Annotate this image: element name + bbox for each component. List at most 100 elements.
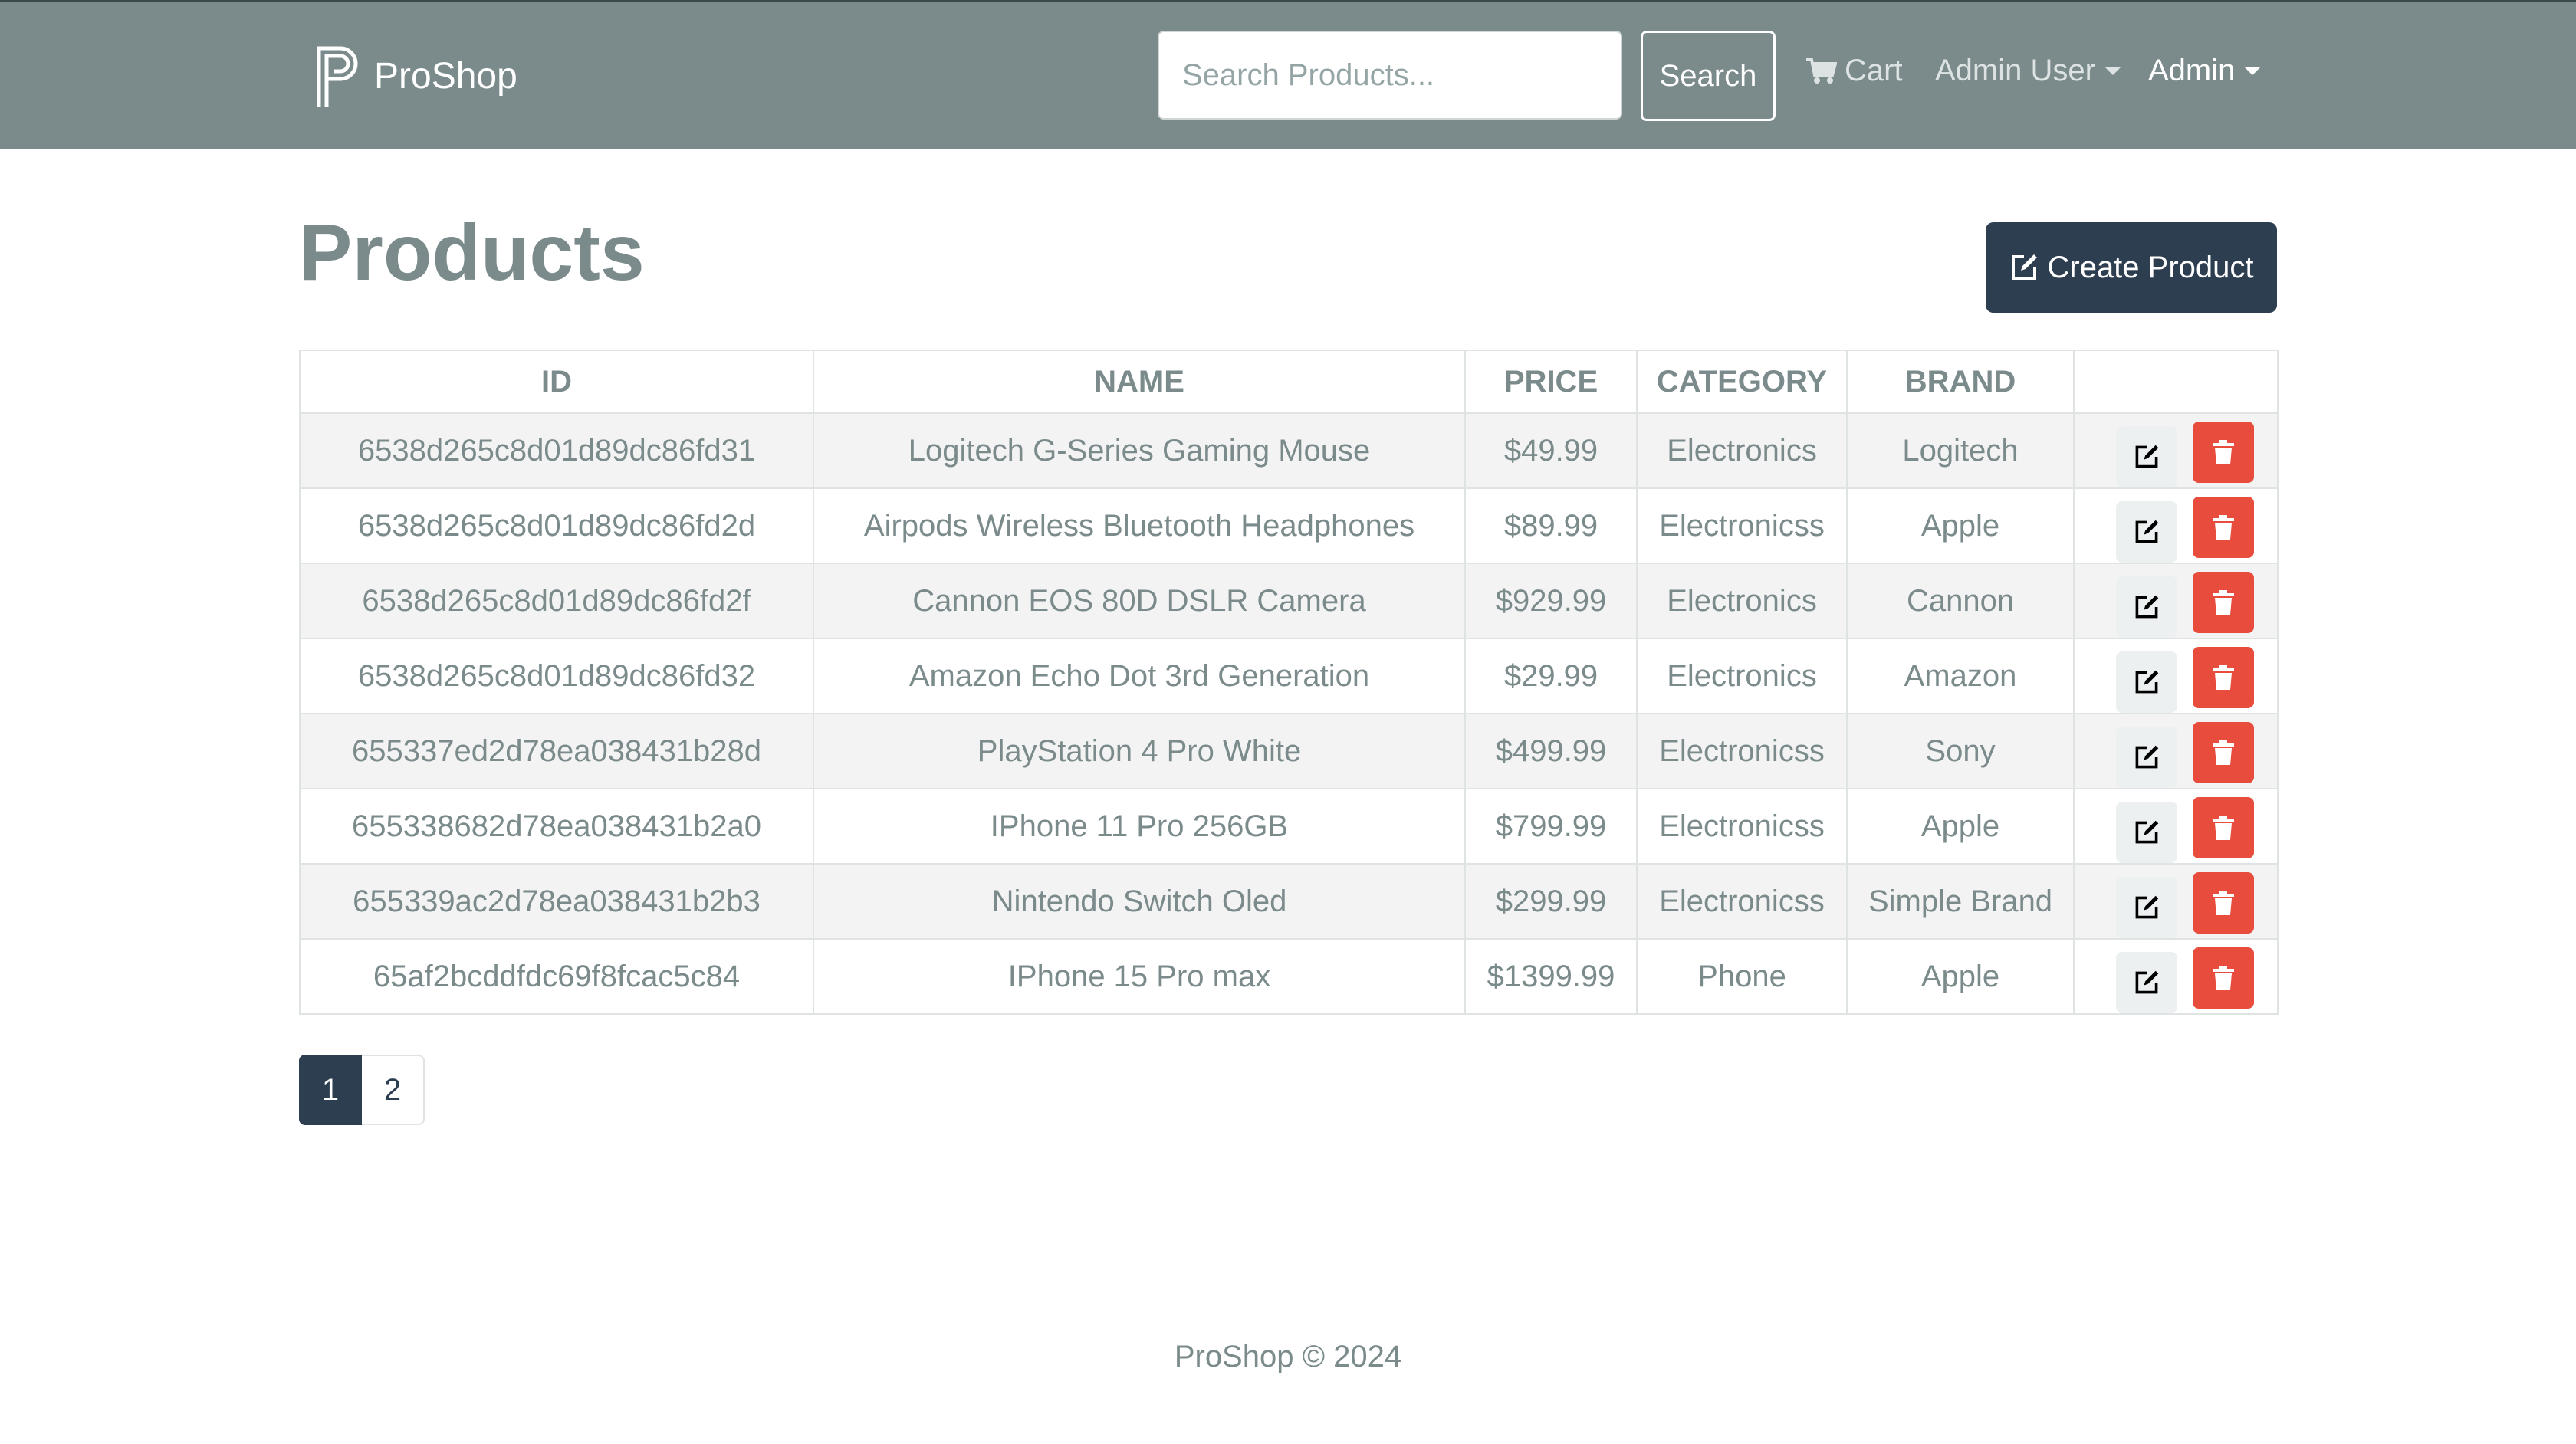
page-link-2[interactable]: 2: [362, 1055, 425, 1125]
search-button[interactable]: Search: [1641, 31, 1776, 121]
table-row: 6538d265c8d01d89dc86fd31 Logitech G-Seri…: [299, 412, 2279, 489]
edit-icon: [2135, 445, 2159, 468]
delete-product-button[interactable]: [2193, 422, 2254, 483]
cell-actions: [2073, 863, 2279, 940]
cell-brand: Apple: [1846, 487, 2075, 564]
brand-name: ProShop: [374, 55, 518, 97]
edit-icon: [2135, 745, 2159, 769]
edit-product-button[interactable]: [2116, 651, 2177, 712]
cell-price: $1399.99: [1464, 938, 1638, 1015]
column-header-brand: BRAND: [1846, 350, 2075, 414]
cell-name: Nintendo Switch Oled: [813, 863, 1466, 940]
cell-brand: Amazon: [1846, 638, 2075, 714]
cell-id: 6538d265c8d01d89dc86fd32: [299, 638, 814, 714]
delete-product-button[interactable]: [2193, 797, 2254, 858]
brand-link[interactable]: ProShop: [314, 41, 518, 110]
edit-product-button[interactable]: [2116, 426, 2177, 487]
column-header-category: CATEGORY: [1636, 350, 1848, 414]
cell-actions: [2073, 487, 2279, 564]
cell-id: 6538d265c8d01d89dc86fd31: [299, 412, 814, 489]
edit-icon: [2135, 895, 2159, 919]
cart-icon: [1806, 58, 1837, 84]
cell-id: 655338682d78ea038431b2a0: [299, 788, 814, 865]
cell-price: $799.99: [1464, 788, 1638, 865]
edit-product-button[interactable]: [2116, 952, 2177, 1012]
navbar: ProShop Search Cart Admin User Admin: [0, 0, 2576, 149]
cell-brand: Sony: [1846, 713, 2075, 789]
user-menu-label: Admin User: [1935, 54, 2095, 87]
delete-product-button[interactable]: [2193, 722, 2254, 783]
page-link-1[interactable]: 1: [299, 1055, 362, 1125]
cell-price: $499.99: [1464, 713, 1638, 789]
column-header-id: ID: [299, 350, 814, 414]
edit-product-button[interactable]: [2116, 802, 2177, 862]
page-title: Products: [299, 208, 645, 297]
trash-icon: [2213, 515, 2234, 540]
cell-price: $299.99: [1464, 863, 1638, 940]
cart-link[interactable]: Cart: [1806, 46, 1903, 95]
cell-id: 6538d265c8d01d89dc86fd2f: [299, 563, 814, 639]
table-row: 655337ed2d78ea038431b28d PlayStation 4 P…: [299, 713, 2279, 789]
trash-icon: [2213, 440, 2234, 464]
delete-product-button[interactable]: [2193, 947, 2254, 1009]
admin-menu-label: Admin: [2148, 54, 2236, 87]
table-row: 6538d265c8d01d89dc86fd2d Airpods Wireles…: [299, 487, 2279, 564]
cell-actions: [2073, 788, 2279, 865]
search-input[interactable]: [1158, 31, 1622, 120]
trash-icon: [2213, 590, 2234, 615]
edit-product-button[interactable]: [2116, 877, 2177, 937]
chevron-down-icon: [2104, 66, 2121, 75]
cell-id: 6538d265c8d01d89dc86fd2d: [299, 487, 814, 564]
cell-price: $49.99: [1464, 412, 1638, 489]
cell-price: $29.99: [1464, 638, 1638, 714]
cell-name: IPhone 15 Pro max: [813, 938, 1466, 1015]
column-header-actions: [2073, 350, 2279, 414]
edit-icon: [2135, 520, 2159, 543]
products-table: ID NAME PRICE CATEGORY BRAND 6538d265c8d…: [299, 350, 2279, 1015]
edit-product-button[interactable]: [2116, 501, 2177, 562]
table-row: 655339ac2d78ea038431b2b3 Nintendo Switch…: [299, 863, 2279, 940]
cell-actions: [2073, 412, 2279, 489]
trash-icon: [2213, 740, 2234, 765]
table-row: 6538d265c8d01d89dc86fd32 Amazon Echo Dot…: [299, 638, 2279, 714]
cell-name: Airpods Wireless Bluetooth Headphones: [813, 487, 1466, 564]
edit-icon: [2135, 970, 2159, 994]
delete-product-button[interactable]: [2193, 572, 2254, 633]
cell-category: Electronicss: [1636, 713, 1848, 789]
delete-product-button[interactable]: [2193, 497, 2254, 558]
create-product-button[interactable]: Create Product: [1986, 222, 2277, 313]
delete-product-button[interactable]: [2193, 647, 2254, 708]
cell-brand: Apple: [1846, 938, 2075, 1015]
cell-name: Logitech G-Series Gaming Mouse: [813, 412, 1466, 489]
cell-brand: Apple: [1846, 788, 2075, 865]
edit-product-button[interactable]: [2116, 727, 2177, 787]
cell-category: Electronicss: [1636, 863, 1848, 940]
admin-menu-dropdown[interactable]: Admin: [2148, 46, 2262, 95]
cell-category: Phone: [1636, 938, 1848, 1015]
cell-actions: [2073, 563, 2279, 639]
delete-product-button[interactable]: [2193, 872, 2254, 934]
cell-category: Electronicss: [1636, 788, 1848, 865]
cell-name: Cannon EOS 80D DSLR Camera: [813, 563, 1466, 639]
brand-logo-icon: [317, 46, 358, 107]
user-menu-dropdown[interactable]: Admin User: [1935, 46, 2121, 95]
edit-icon: [2135, 595, 2159, 619]
column-header-price: PRICE: [1464, 350, 1638, 414]
trash-icon: [2213, 891, 2234, 915]
cell-price: $929.99: [1464, 563, 1638, 639]
cell-name: Amazon Echo Dot 3rd Generation: [813, 638, 1466, 714]
create-product-label: Create Product: [2047, 250, 2254, 284]
cell-actions: [2073, 938, 2279, 1015]
cell-name: IPhone 11 Pro 256GB: [813, 788, 1466, 865]
table-body: 6538d265c8d01d89dc86fd31 Logitech G-Seri…: [299, 412, 2279, 1015]
trash-icon: [2213, 816, 2234, 840]
edit-icon: [2012, 254, 2038, 280]
cell-name: PlayStation 4 Pro White: [813, 713, 1466, 789]
cell-id: 65af2bcddfdc69f8fcac5c84: [299, 938, 814, 1015]
edit-product-button[interactable]: [2116, 576, 2177, 637]
cell-category: Electronics: [1636, 412, 1848, 489]
cell-actions: [2073, 638, 2279, 714]
table-row: 655338682d78ea038431b2a0 IPhone 11 Pro 2…: [299, 788, 2279, 865]
cell-category: Electronics: [1636, 638, 1848, 714]
chevron-down-icon: [2244, 66, 2262, 75]
